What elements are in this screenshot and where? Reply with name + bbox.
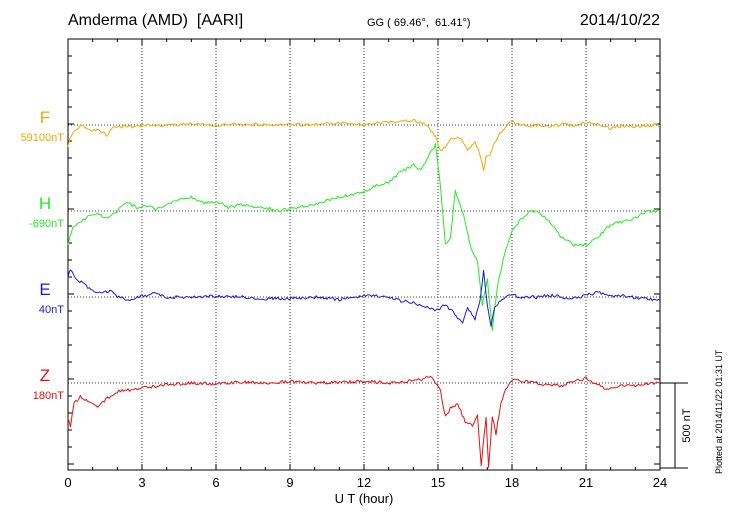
series-line-H (67, 143, 661, 332)
series-line-E (67, 269, 661, 327)
x-tick-label: 12 (357, 475, 371, 490)
x-tick-label: 18 (505, 475, 519, 490)
date-label: 2014/10/22 (579, 12, 660, 29)
series-name-Z: Z (40, 366, 50, 385)
x-tick-label: 3 (138, 475, 145, 490)
x-tick-label: 0 (64, 475, 71, 490)
series-baseline-F: 59100nT (21, 132, 65, 144)
grid-layer (68, 39, 660, 470)
series-layer: F 59100nT H -690nT E 40nT Z 180nT (21, 108, 661, 468)
series-baseline-Z: 180nT (33, 390, 64, 402)
x-axis-label: U T (hour) (335, 491, 394, 506)
axis-ticks: 0 3 6 9 12 15 18 21 24 (64, 38, 667, 490)
series-name-H: H (39, 194, 51, 213)
series-baseline-E: 40nT (39, 304, 64, 316)
x-tick-label: 6 (212, 475, 219, 490)
x-tick-label: 15 (431, 475, 445, 490)
series-line-Z (67, 375, 661, 468)
series-name-F: F (40, 108, 50, 127)
station-title: Amderma (AMD) [AARI] (68, 12, 244, 29)
coordinates-label: GG ( 69.46°, 61.41°) (367, 17, 471, 29)
x-tick-label: 9 (286, 475, 293, 490)
series-baseline-H: -690nT (29, 218, 64, 230)
scale-bar-label: 500 nT (681, 408, 693, 443)
series-line-F (67, 119, 661, 171)
x-tick-label: 21 (579, 475, 593, 490)
series-name-E: E (39, 280, 50, 299)
x-tick-label: 24 (653, 475, 667, 490)
scale-bar: 500 nT (660, 382, 693, 469)
